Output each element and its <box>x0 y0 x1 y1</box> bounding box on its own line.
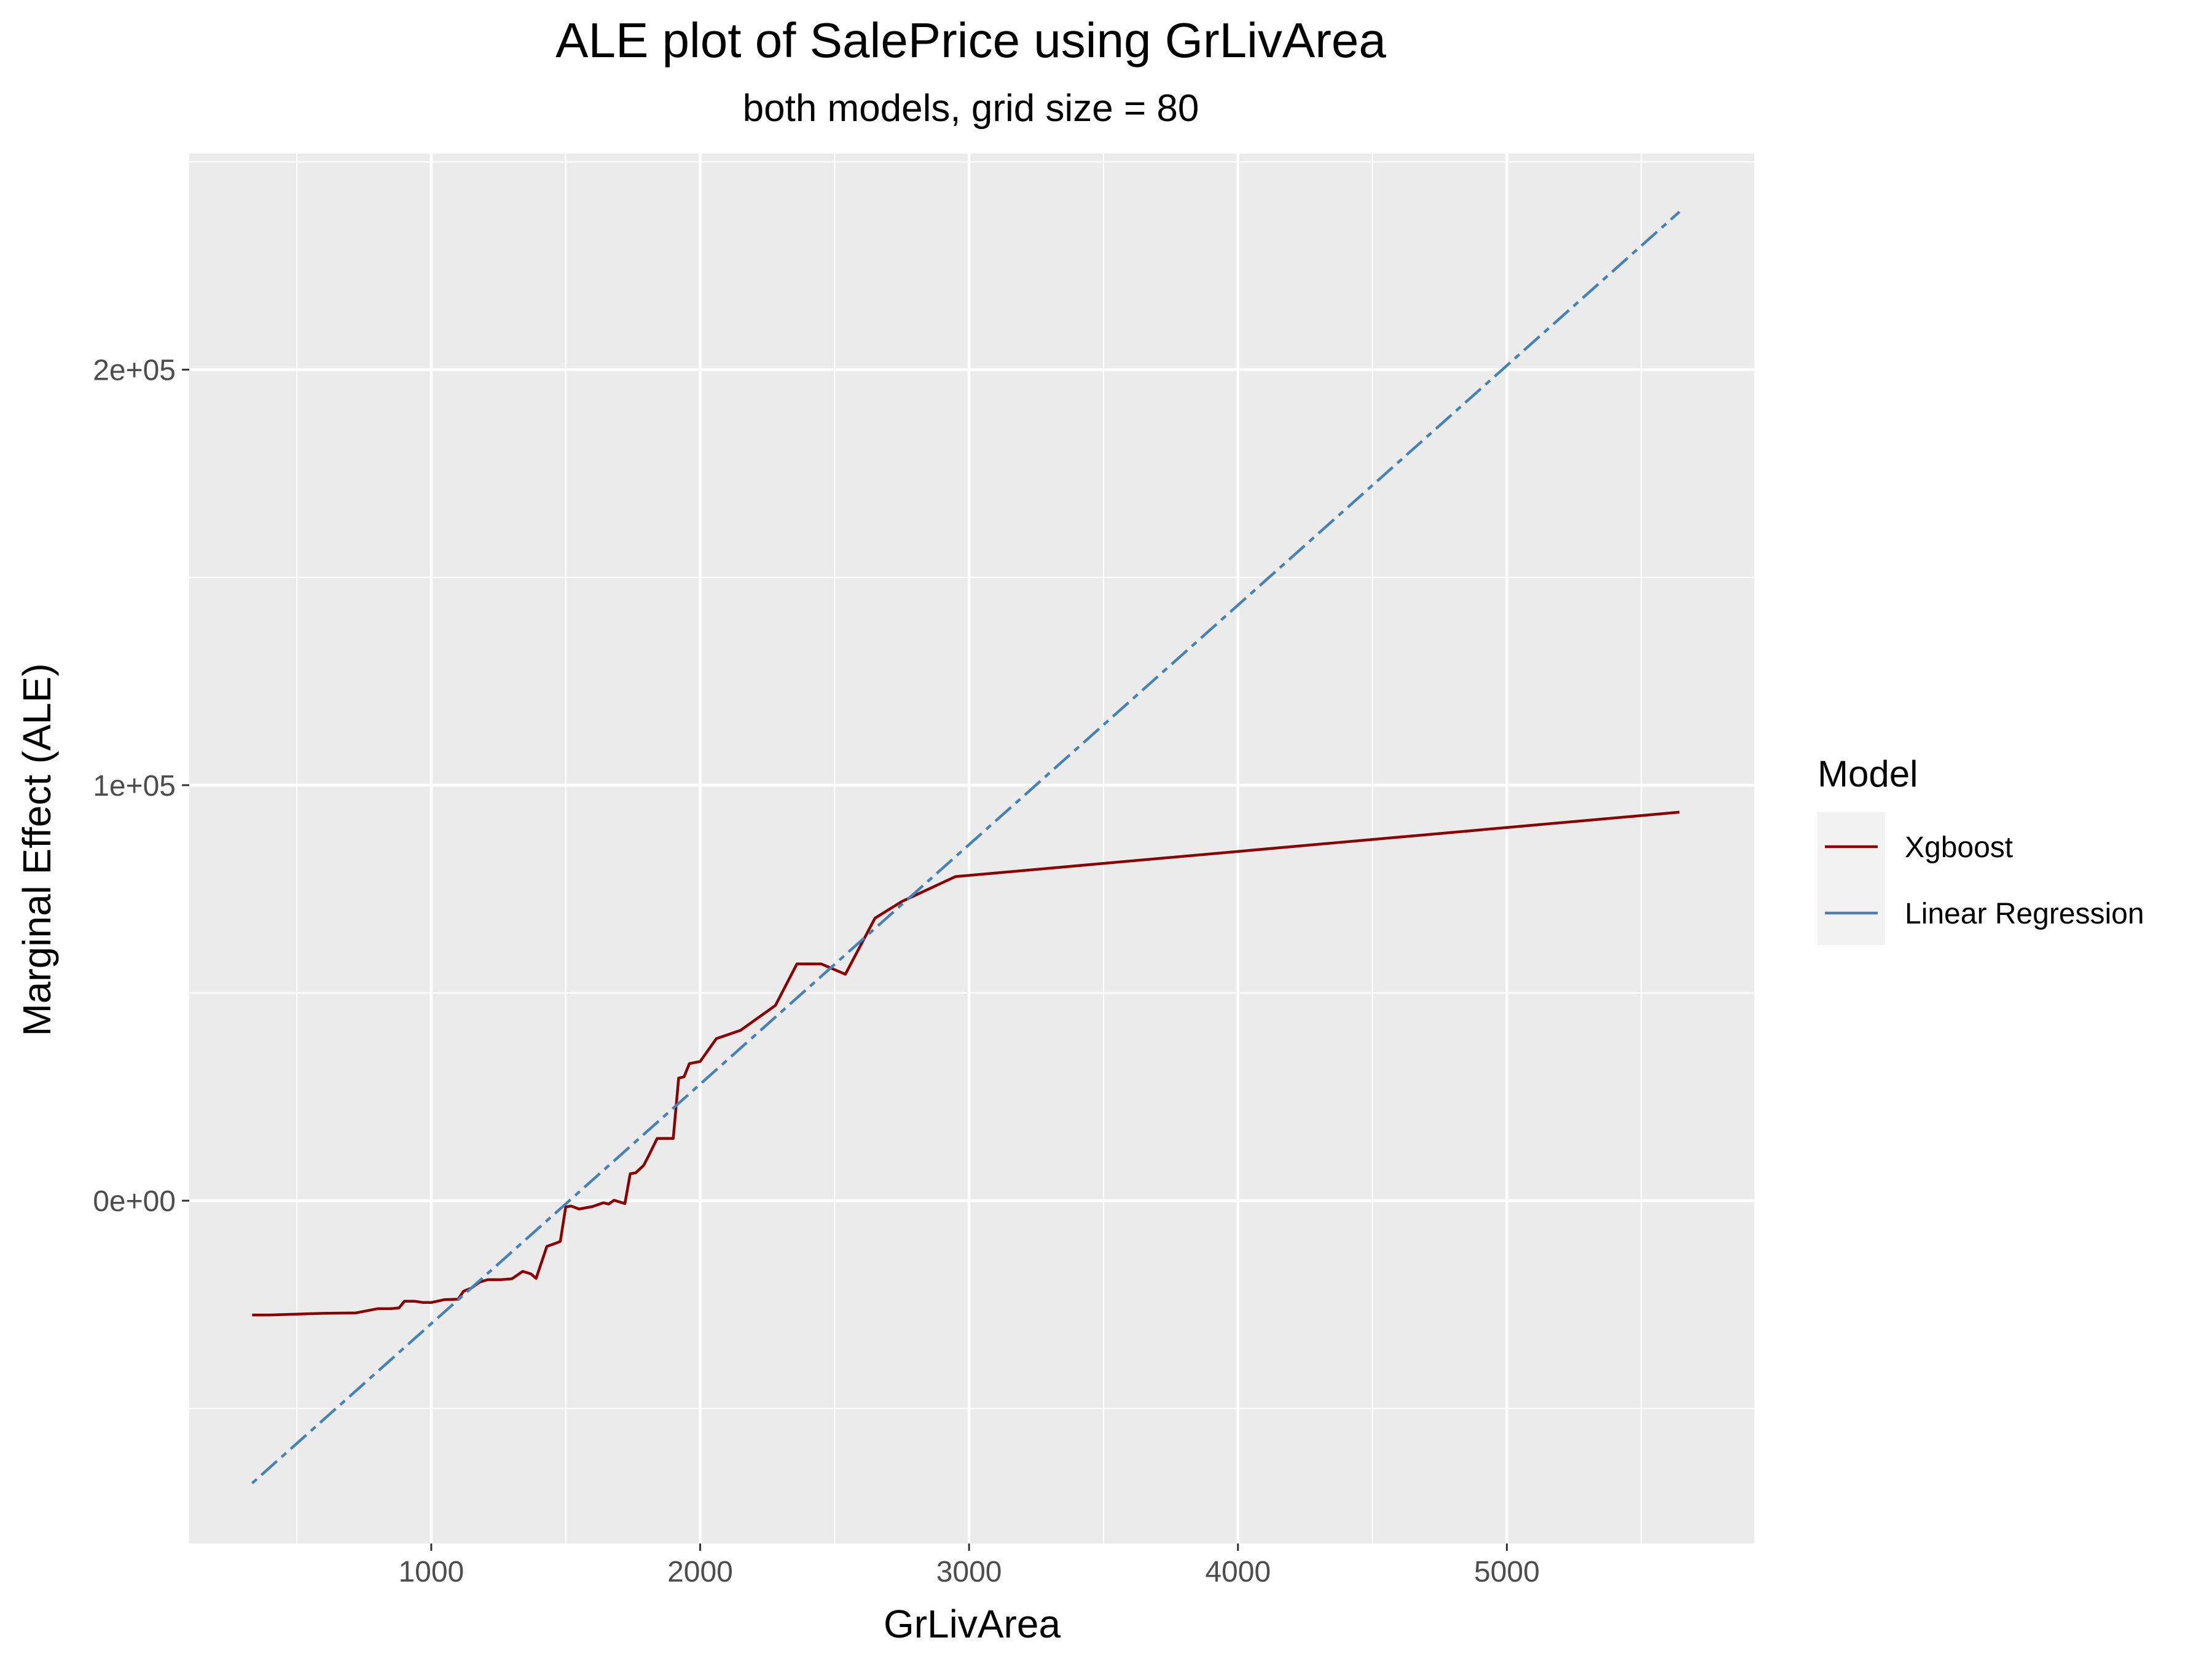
y-tick-label: 0e+00 <box>93 1185 176 1218</box>
legend-title: Model <box>1818 753 1918 794</box>
y-axis-ticks: 0e+00 1e+05 2e+05 <box>93 355 189 1218</box>
x-tick-label: 1000 <box>398 1556 464 1588</box>
y-tick-label: 2e+05 <box>93 355 176 387</box>
x-tick-label: 4000 <box>1205 1556 1271 1588</box>
series-line-linear-regression <box>251 211 1681 1484</box>
legend-label-xgboost: Xgboost <box>1905 831 2013 864</box>
series-layer <box>251 211 1681 1484</box>
legend: Model Xgboost Linear Regression <box>1818 753 2144 945</box>
chart-title: ALE plot of SalePrice using GrLivArea <box>555 13 1386 68</box>
x-tick-label: 5000 <box>1474 1556 1540 1588</box>
plot-panel <box>189 154 1754 1543</box>
x-axis-ticks: 1000 2000 3000 4000 5000 <box>398 1543 1540 1588</box>
legend-label-linear-regression: Linear Regression <box>1905 898 2144 930</box>
x-tick-label: 3000 <box>936 1556 1002 1588</box>
y-tick-label: 1e+05 <box>93 770 176 802</box>
chart-subtitle: both models, grid size = 80 <box>743 87 1199 130</box>
y-axis-title: Marginal Effect (ALE) <box>15 663 59 1036</box>
major-gridlines <box>189 154 1754 1543</box>
x-tick-label: 2000 <box>667 1556 733 1588</box>
minor-gridlines <box>189 154 1754 1543</box>
legend-key-background <box>1818 812 1885 945</box>
series-line-xgboost <box>252 810 1680 1317</box>
x-axis-title: GrLivArea <box>884 1602 1061 1646</box>
legend-items: Xgboost Linear Regression <box>1825 831 2144 930</box>
